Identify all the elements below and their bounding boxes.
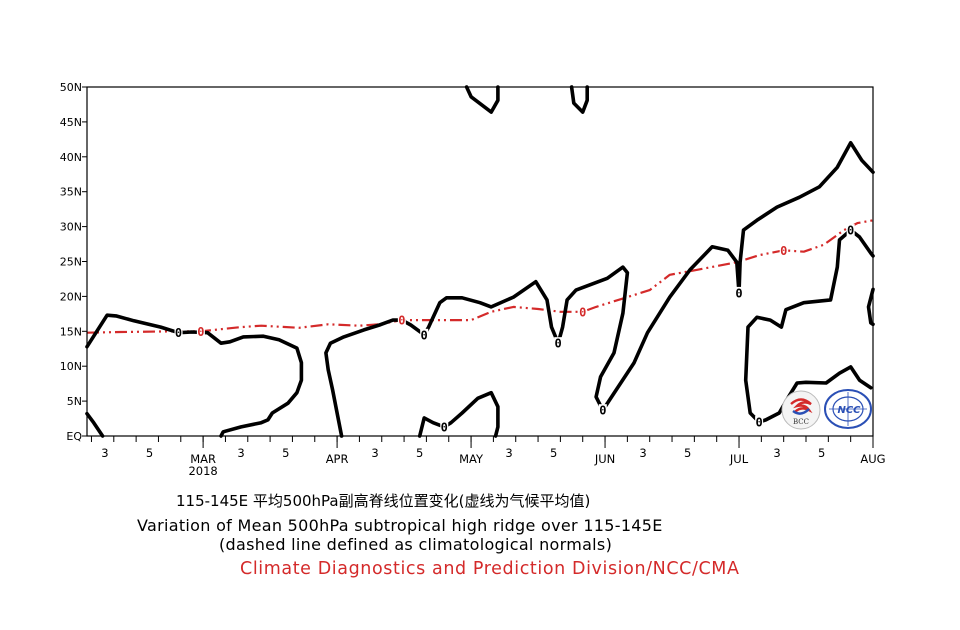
contour-label-bg: [397, 314, 406, 327]
y-tick-label: 45N: [60, 116, 82, 129]
x-tick-label: 3: [639, 446, 646, 460]
x-tick-label: 5: [146, 446, 153, 460]
x-tick-label: MAY: [459, 452, 484, 466]
contour-label: 0: [398, 314, 405, 328]
y-tick-label: 25N: [60, 256, 82, 269]
x-tick-label: 3: [101, 446, 108, 460]
x-tick-label: MAR: [190, 452, 216, 466]
y-tick-label: 50N: [60, 81, 82, 94]
ridge-contour-0: [85, 313, 304, 438]
y-tick-label: 35N: [60, 186, 82, 199]
ncc-logo-text: NCC: [837, 405, 861, 416]
contour-label: 0: [847, 224, 854, 238]
bcc-logo: BCC: [781, 390, 821, 430]
y-tick-label: 10N: [60, 360, 82, 373]
x-tick-label: APR: [326, 452, 349, 466]
contour-label-bg: [598, 404, 607, 417]
contour-label-bg: [578, 305, 587, 318]
ncc-logo: NCC: [824, 389, 872, 429]
climatology-line: [86, 219, 874, 334]
contour-label: 0: [599, 404, 606, 418]
chart-subtitle: (dashed line defined as climatological n…: [219, 535, 613, 554]
x-tick-year-label: 2018: [188, 464, 217, 478]
x-tick-label: JUL: [729, 452, 749, 466]
x-tick-label: 3: [505, 446, 512, 460]
x-tick-label: 3: [773, 446, 780, 460]
plot-frame: [86, 86, 874, 437]
x-tick-label: 5: [282, 446, 289, 460]
ridge-contour-5: [417, 390, 500, 438]
ridge-contour-2: [324, 141, 875, 438]
contour-label-bg: [196, 325, 205, 338]
contour-label: 0: [579, 305, 586, 319]
bcc-logo-text: BCC: [793, 418, 809, 426]
contour-label: 0: [175, 326, 182, 340]
y-tick-label: 15N: [60, 325, 82, 338]
y-tick-label: 30N: [60, 221, 82, 234]
x-tick-label: 5: [550, 446, 557, 460]
ridge-contour-4: [569, 85, 590, 114]
contour-label-bg: [554, 337, 563, 350]
ridge-contour-3: [464, 85, 500, 114]
contour-label: 0: [555, 337, 562, 351]
contour-label-bg: [440, 420, 449, 433]
contour-label: 0: [441, 420, 448, 434]
x-tick-label: 5: [416, 446, 423, 460]
x-tick-label: AUG: [860, 452, 885, 466]
contour-label: 0: [780, 244, 787, 258]
contour-label-bg: [174, 326, 183, 339]
contour-label-bg: [755, 416, 764, 429]
y-tick-label: EQ: [66, 430, 82, 443]
chart-title: Variation of Mean 500hPa subtropical hig…: [137, 516, 663, 535]
contour-label: 0: [421, 328, 428, 342]
chart-credit: Climate Diagnostics and Prediction Divis…: [240, 559, 740, 579]
x-tick-label: 3: [371, 446, 378, 460]
ridge-contour-7: [866, 287, 875, 327]
contour-label-bg: [779, 244, 788, 257]
contour-label-bg: [846, 224, 855, 237]
x-tick-label: 5: [818, 446, 825, 460]
y-tick-label: 40N: [60, 151, 82, 164]
x-tick-label: 5: [684, 446, 691, 460]
x-tick-label: JUN: [594, 452, 615, 466]
y-tick-label: 20N: [60, 290, 82, 303]
contour-label: 0: [197, 325, 204, 339]
contour-label: 0: [756, 416, 763, 430]
ridge-contour-1: [85, 411, 105, 438]
contour-label-bg: [420, 328, 429, 341]
contour-label: 0: [735, 286, 742, 300]
y-tick-label: 5N: [67, 395, 82, 408]
x-tick-label: 3: [237, 446, 244, 460]
chart-title-chinese: 115-145E 平均500hPa副高脊线位置变化(虚线为气候平均值): [176, 492, 591, 510]
contour-label-bg: [735, 286, 744, 299]
ridge-contour-6: [743, 228, 875, 424]
